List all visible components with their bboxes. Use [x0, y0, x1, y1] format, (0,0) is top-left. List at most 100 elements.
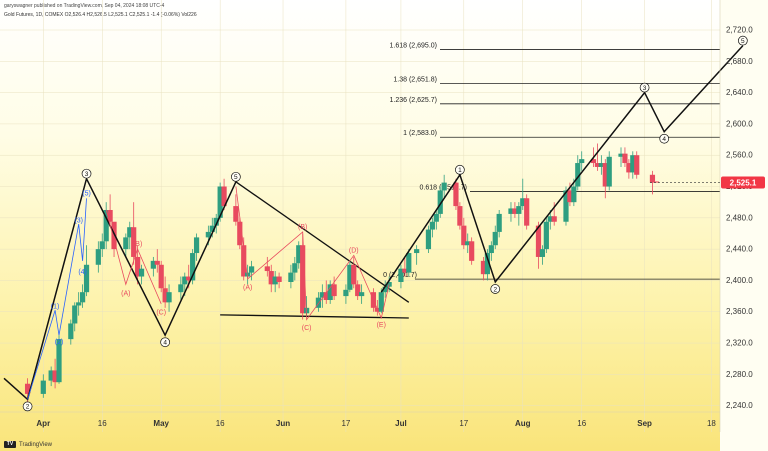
candle-body [83, 264, 90, 293]
candle-body [24, 383, 31, 394]
candle-body [461, 225, 467, 246]
candle-body [213, 217, 219, 226]
wave-label-circle [490, 284, 501, 294]
candle-body [205, 231, 211, 238]
candle-body [598, 163, 604, 167]
candle-body [52, 370, 58, 383]
footer: TV TradingView [4, 441, 52, 448]
price-axis-label: 2,600.0 [726, 119, 753, 128]
tradingview-logo-icon: TV [4, 441, 16, 448]
sub-wave-label: (C) [302, 325, 312, 332]
sub-wave-label: (C) [156, 309, 166, 316]
elliott-wave-path [105, 209, 162, 305]
candle-body [111, 221, 117, 250]
price-axis-label: 2,640.0 [726, 88, 753, 97]
time-axis-label: May [153, 419, 169, 428]
candle-body [158, 264, 164, 289]
candle-body [402, 268, 408, 273]
candle-body [516, 206, 522, 214]
candle-body [272, 276, 278, 285]
price-axis-label: 2,480.0 [726, 213, 753, 222]
time-axis-label: Aug [515, 419, 531, 428]
candle-body [630, 155, 636, 173]
candle-body [551, 216, 557, 222]
candle-body [123, 237, 129, 250]
time-axis-label: 16 [216, 419, 225, 428]
candle-body [107, 209, 113, 222]
wave-label-circle [22, 401, 33, 412]
candle-body [48, 370, 54, 381]
candle-body [653, 181, 659, 183]
candle-body [351, 264, 357, 285]
candle-body [150, 260, 156, 269]
price-axis-label: 2,240.0 [726, 401, 753, 410]
candle-body [469, 241, 475, 261]
time-axis-label: Jul [395, 419, 407, 428]
candle-body [347, 264, 353, 290]
candle-body [241, 245, 247, 277]
candle-body [331, 284, 337, 297]
candle-body [355, 284, 361, 297]
wave-label: 5 [741, 38, 745, 45]
candle-body [327, 284, 333, 300]
sub-wave-label: (A) [243, 284, 252, 291]
candle-body [209, 225, 215, 232]
candle-body [319, 292, 325, 298]
sub-wave-label: (2) [55, 339, 64, 346]
candle-body [343, 289, 349, 297]
candle-body [296, 245, 302, 264]
candle-body [484, 253, 490, 275]
wave-label: 3 [643, 85, 647, 92]
candle-body [186, 276, 192, 281]
sub-wave-label: (1) [51, 304, 60, 311]
wave-label-circle [231, 171, 241, 182]
candle-body [138, 268, 145, 277]
candle-body [465, 241, 471, 246]
time-axis-label: 17 [459, 419, 468, 428]
elliott-wave-path [27, 198, 87, 400]
candle-body [40, 380, 46, 394]
candle-body [414, 249, 420, 254]
candle-body [488, 245, 494, 254]
candle-body [567, 190, 573, 203]
price-axis-label: 2,720.0 [726, 26, 753, 35]
candle-body [103, 209, 109, 242]
candle-body [190, 253, 196, 281]
candle-body [72, 305, 78, 324]
wave-label-circle [737, 35, 748, 46]
candle-body [288, 272, 294, 282]
price-axis-label: 2,680.0 [726, 57, 753, 66]
candle-body [154, 260, 160, 265]
candle-body [217, 186, 223, 218]
candle-body [508, 208, 514, 214]
time-axis-label: 18 [707, 419, 716, 428]
candle-body [441, 182, 447, 191]
candle-body [539, 249, 546, 257]
price-axis[interactable] [720, 0, 768, 451]
wave-label-circle [639, 82, 650, 93]
candle-body [264, 266, 270, 272]
candle-body [496, 213, 502, 232]
sub-wave-label: (A) [121, 291, 130, 298]
candle-body [378, 292, 384, 312]
wave-label-circle [81, 168, 92, 179]
wave-label: 3 [85, 171, 89, 178]
candle-body [480, 260, 487, 275]
candle-body [315, 297, 321, 308]
candle-body [323, 292, 329, 300]
candle-body [429, 221, 435, 230]
candle-body [594, 163, 601, 167]
candle-body [131, 227, 137, 257]
fib-level-label: 1.236 (2,625.7) [390, 97, 437, 104]
candle-body [512, 208, 518, 214]
candle-body [162, 288, 168, 303]
candle-body [575, 163, 581, 187]
time-axis-label: 16 [577, 419, 586, 428]
triangle-trendline [235, 181, 410, 303]
sub-wave-label: (4) [78, 269, 87, 276]
candle-body [76, 302, 82, 306]
candle-body [193, 237, 200, 254]
brand-label: TradingView [19, 441, 53, 448]
